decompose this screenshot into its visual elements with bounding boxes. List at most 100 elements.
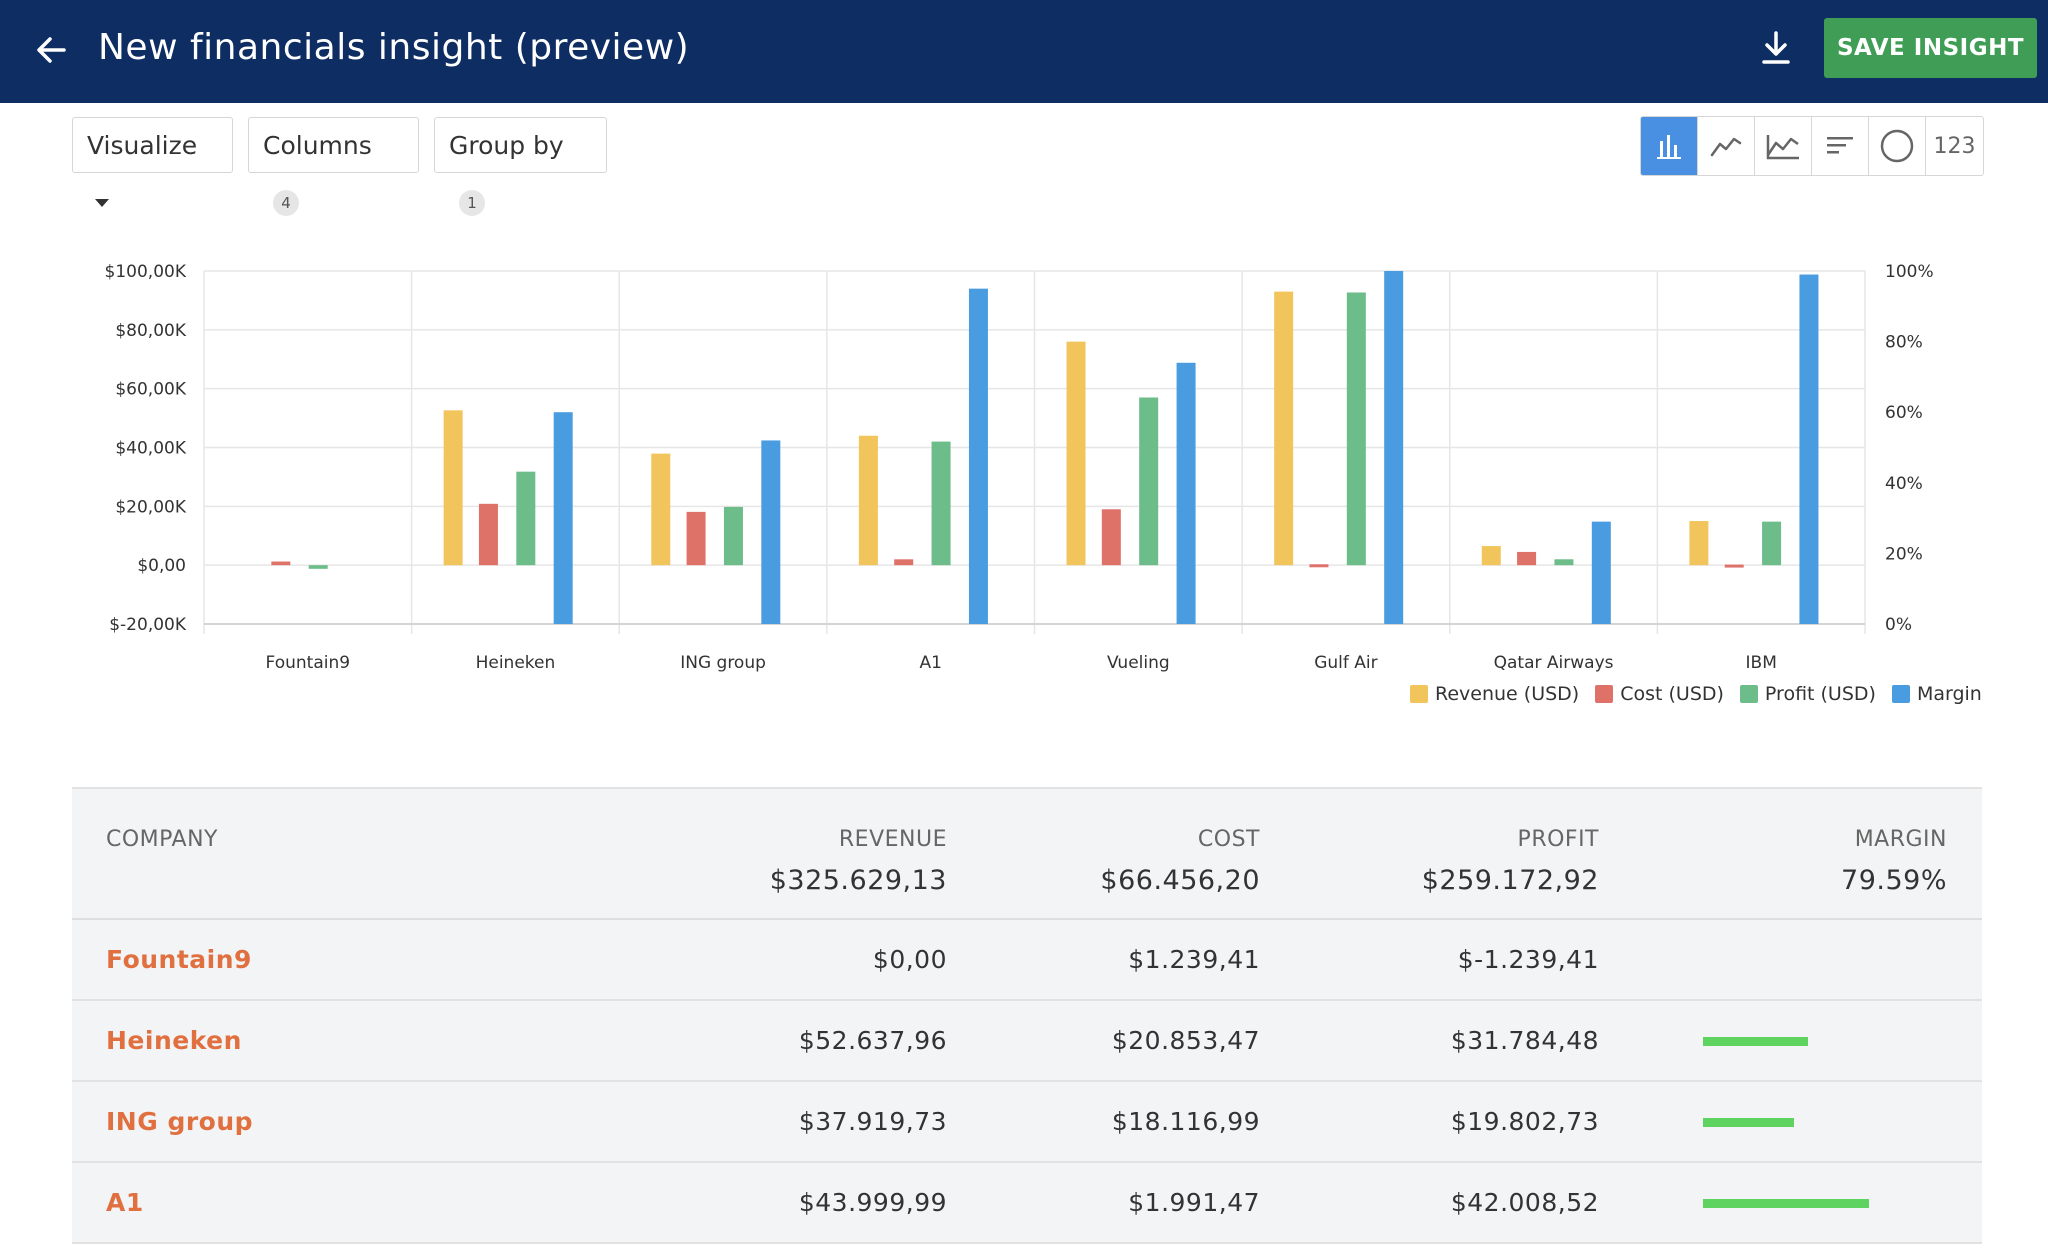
columns-button[interactable]: Columns 4 (248, 117, 419, 216)
y-tick-label-right: 80% (1885, 333, 1923, 353)
visualize-label: Visualize (87, 131, 198, 160)
revenue-cell: $0,00 (872, 945, 947, 974)
company-link[interactable]: ING group (106, 1107, 254, 1136)
y-tick-label-left: $-20,00K (109, 615, 187, 635)
cost-cell: $20.853,47 (1111, 1026, 1260, 1055)
bar-cost (478, 503, 498, 566)
y-tick-label-right: 60% (1885, 403, 1923, 423)
bar-margin (553, 412, 573, 624)
legend-label-profit: Profit (USD) (1764, 683, 1876, 705)
bar-margin (761, 440, 781, 624)
y-tick-label-right: 0% (1885, 615, 1912, 635)
pie-chart-icon[interactable] (1869, 117, 1926, 175)
bar-chart-icon[interactable] (1641, 117, 1698, 175)
x-tick-label: Vueling (1107, 653, 1170, 673)
legend-item-margin[interactable]: Margin (1891, 683, 1982, 705)
bar-profit (1346, 292, 1366, 566)
company-link[interactable]: Heineken (106, 1026, 242, 1055)
bar-revenue (858, 435, 878, 566)
margin-bar (1703, 1199, 1870, 1208)
bar-margin (968, 288, 988, 624)
bar-revenue (651, 453, 671, 566)
profit-cell: $19.802,73 (1450, 1107, 1599, 1136)
horizontal-bar-icon[interactable] (1812, 117, 1869, 175)
download-icon[interactable] (1755, 28, 1797, 70)
legend-swatch-margin (1891, 685, 1910, 703)
legend-swatch-revenue (1410, 685, 1428, 703)
revenue-cell: $43.999,99 (798, 1188, 947, 1217)
cost-cell: $18.116,99 (1111, 1107, 1260, 1136)
bar-profit (308, 565, 328, 569)
total-cost: $66.456,20 (1100, 865, 1260, 896)
total-profit: $259.172,92 (1421, 865, 1599, 896)
group-by-button[interactable]: Group by 1 (434, 117, 607, 216)
bar-cost (271, 561, 291, 566)
cost-cell: $1.991,47 (1128, 1188, 1260, 1217)
bar-revenue (1274, 291, 1294, 566)
arrow-left-icon[interactable] (28, 26, 76, 74)
page-title: New financials insight (preview) (98, 27, 690, 68)
column-header-revenue[interactable]: REVENUE (838, 827, 947, 852)
x-tick-label: ING group (680, 653, 766, 673)
bar-revenue (1689, 521, 1709, 566)
bar-profit (1762, 521, 1782, 566)
line-chart-icon[interactable] (1698, 117, 1755, 175)
save-insight-button[interactable]: SAVE INSIGHT (1824, 18, 2037, 78)
margin-bar (1703, 1118, 1794, 1127)
total-margin: 79.59% (1841, 865, 1947, 896)
table-row: Fountain9 $0,00 $1.239,41 $-1.239,41 (72, 920, 1982, 1001)
revenue-cell: $37.919,73 (798, 1107, 947, 1136)
bar-profit (1554, 559, 1574, 566)
bar-chart: $100,00K $80,00K $60,00K $40,00K $20,00K $0,0… (105, 262, 1934, 673)
bar-cost (686, 511, 706, 566)
column-header-company[interactable]: COMPANY (106, 827, 218, 852)
legend-item-profit[interactable]: Profit (USD) (1739, 683, 1876, 705)
bar-revenue (1066, 341, 1086, 566)
top-bar: New financials insight (preview) SAVE IN… (0, 0, 2048, 103)
column-header-profit[interactable]: PROFIT (1517, 827, 1599, 852)
legend-item-cost[interactable]: Cost (USD) (1595, 683, 1724, 705)
columns-label: Columns (263, 131, 372, 160)
bar-margin (1799, 274, 1819, 624)
company-link[interactable]: A1 (106, 1188, 144, 1217)
bar-profit (516, 471, 536, 566)
revenue-cell: $52.637,96 (798, 1026, 947, 1055)
column-header-cost[interactable]: COST (1197, 827, 1260, 852)
x-tick-label: IBM (1746, 653, 1777, 673)
bar-margin (1384, 271, 1404, 624)
bar-cost (1101, 509, 1121, 566)
table-row: ING group $37.919,73 $18.116,99 $19.802,… (72, 1082, 1982, 1163)
column-header-margin[interactable]: MARGIN (1854, 827, 1947, 852)
bar-cost (1724, 564, 1744, 568)
profit-cell: $31.784,48 (1450, 1026, 1599, 1055)
margin-bar (1703, 1037, 1808, 1046)
company-link[interactable]: Fountain9 (106, 945, 252, 974)
table-row: Heineken $52.637,96 $20.853,47 $31.784,4… (72, 1001, 1982, 1082)
bar-margin (1591, 521, 1611, 624)
financials-table: COMPANY REVENUE COST PROFIT MARGIN $325.… (72, 787, 1982, 1244)
legend-label-margin: Margin (1916, 683, 1982, 705)
legend-label-revenue: Revenue (USD) (1435, 683, 1580, 705)
legend-swatch-profit (1739, 685, 1758, 703)
y-tick-label-right: 20% (1885, 544, 1923, 564)
bar-profit (931, 441, 951, 566)
profit-cell: $42.008,52 (1450, 1188, 1599, 1217)
bar-cost (1309, 564, 1329, 568)
y-tick-label-left: $0,00 (137, 556, 186, 576)
y-tick-label-left: $60,00K (115, 380, 186, 400)
table-header: COMPANY REVENUE COST PROFIT MARGIN $325.… (72, 789, 1982, 920)
x-tick-label: Heineken (476, 653, 556, 673)
bar-cost (1517, 551, 1537, 566)
x-tick-label: A1 (919, 653, 941, 673)
group-by-count-badge: 1 (459, 190, 485, 216)
number-view-button[interactable]: 123 (1926, 117, 1983, 175)
y-tick-label-left: $20,00K (115, 497, 186, 517)
y-tick-label-right: 40% (1885, 474, 1923, 494)
area-chart-icon[interactable] (1755, 117, 1812, 175)
columns-count-badge: 4 (273, 190, 299, 216)
bar-profit (1139, 397, 1159, 566)
legend-item-revenue[interactable]: Revenue (USD) (1410, 683, 1579, 705)
bar-margin (1176, 362, 1196, 624)
chart-legend: Revenue (USD) Cost (USD) Profit (USD) Ma… (1410, 683, 1982, 705)
visualize-dropdown[interactable]: Visualize (72, 117, 233, 207)
